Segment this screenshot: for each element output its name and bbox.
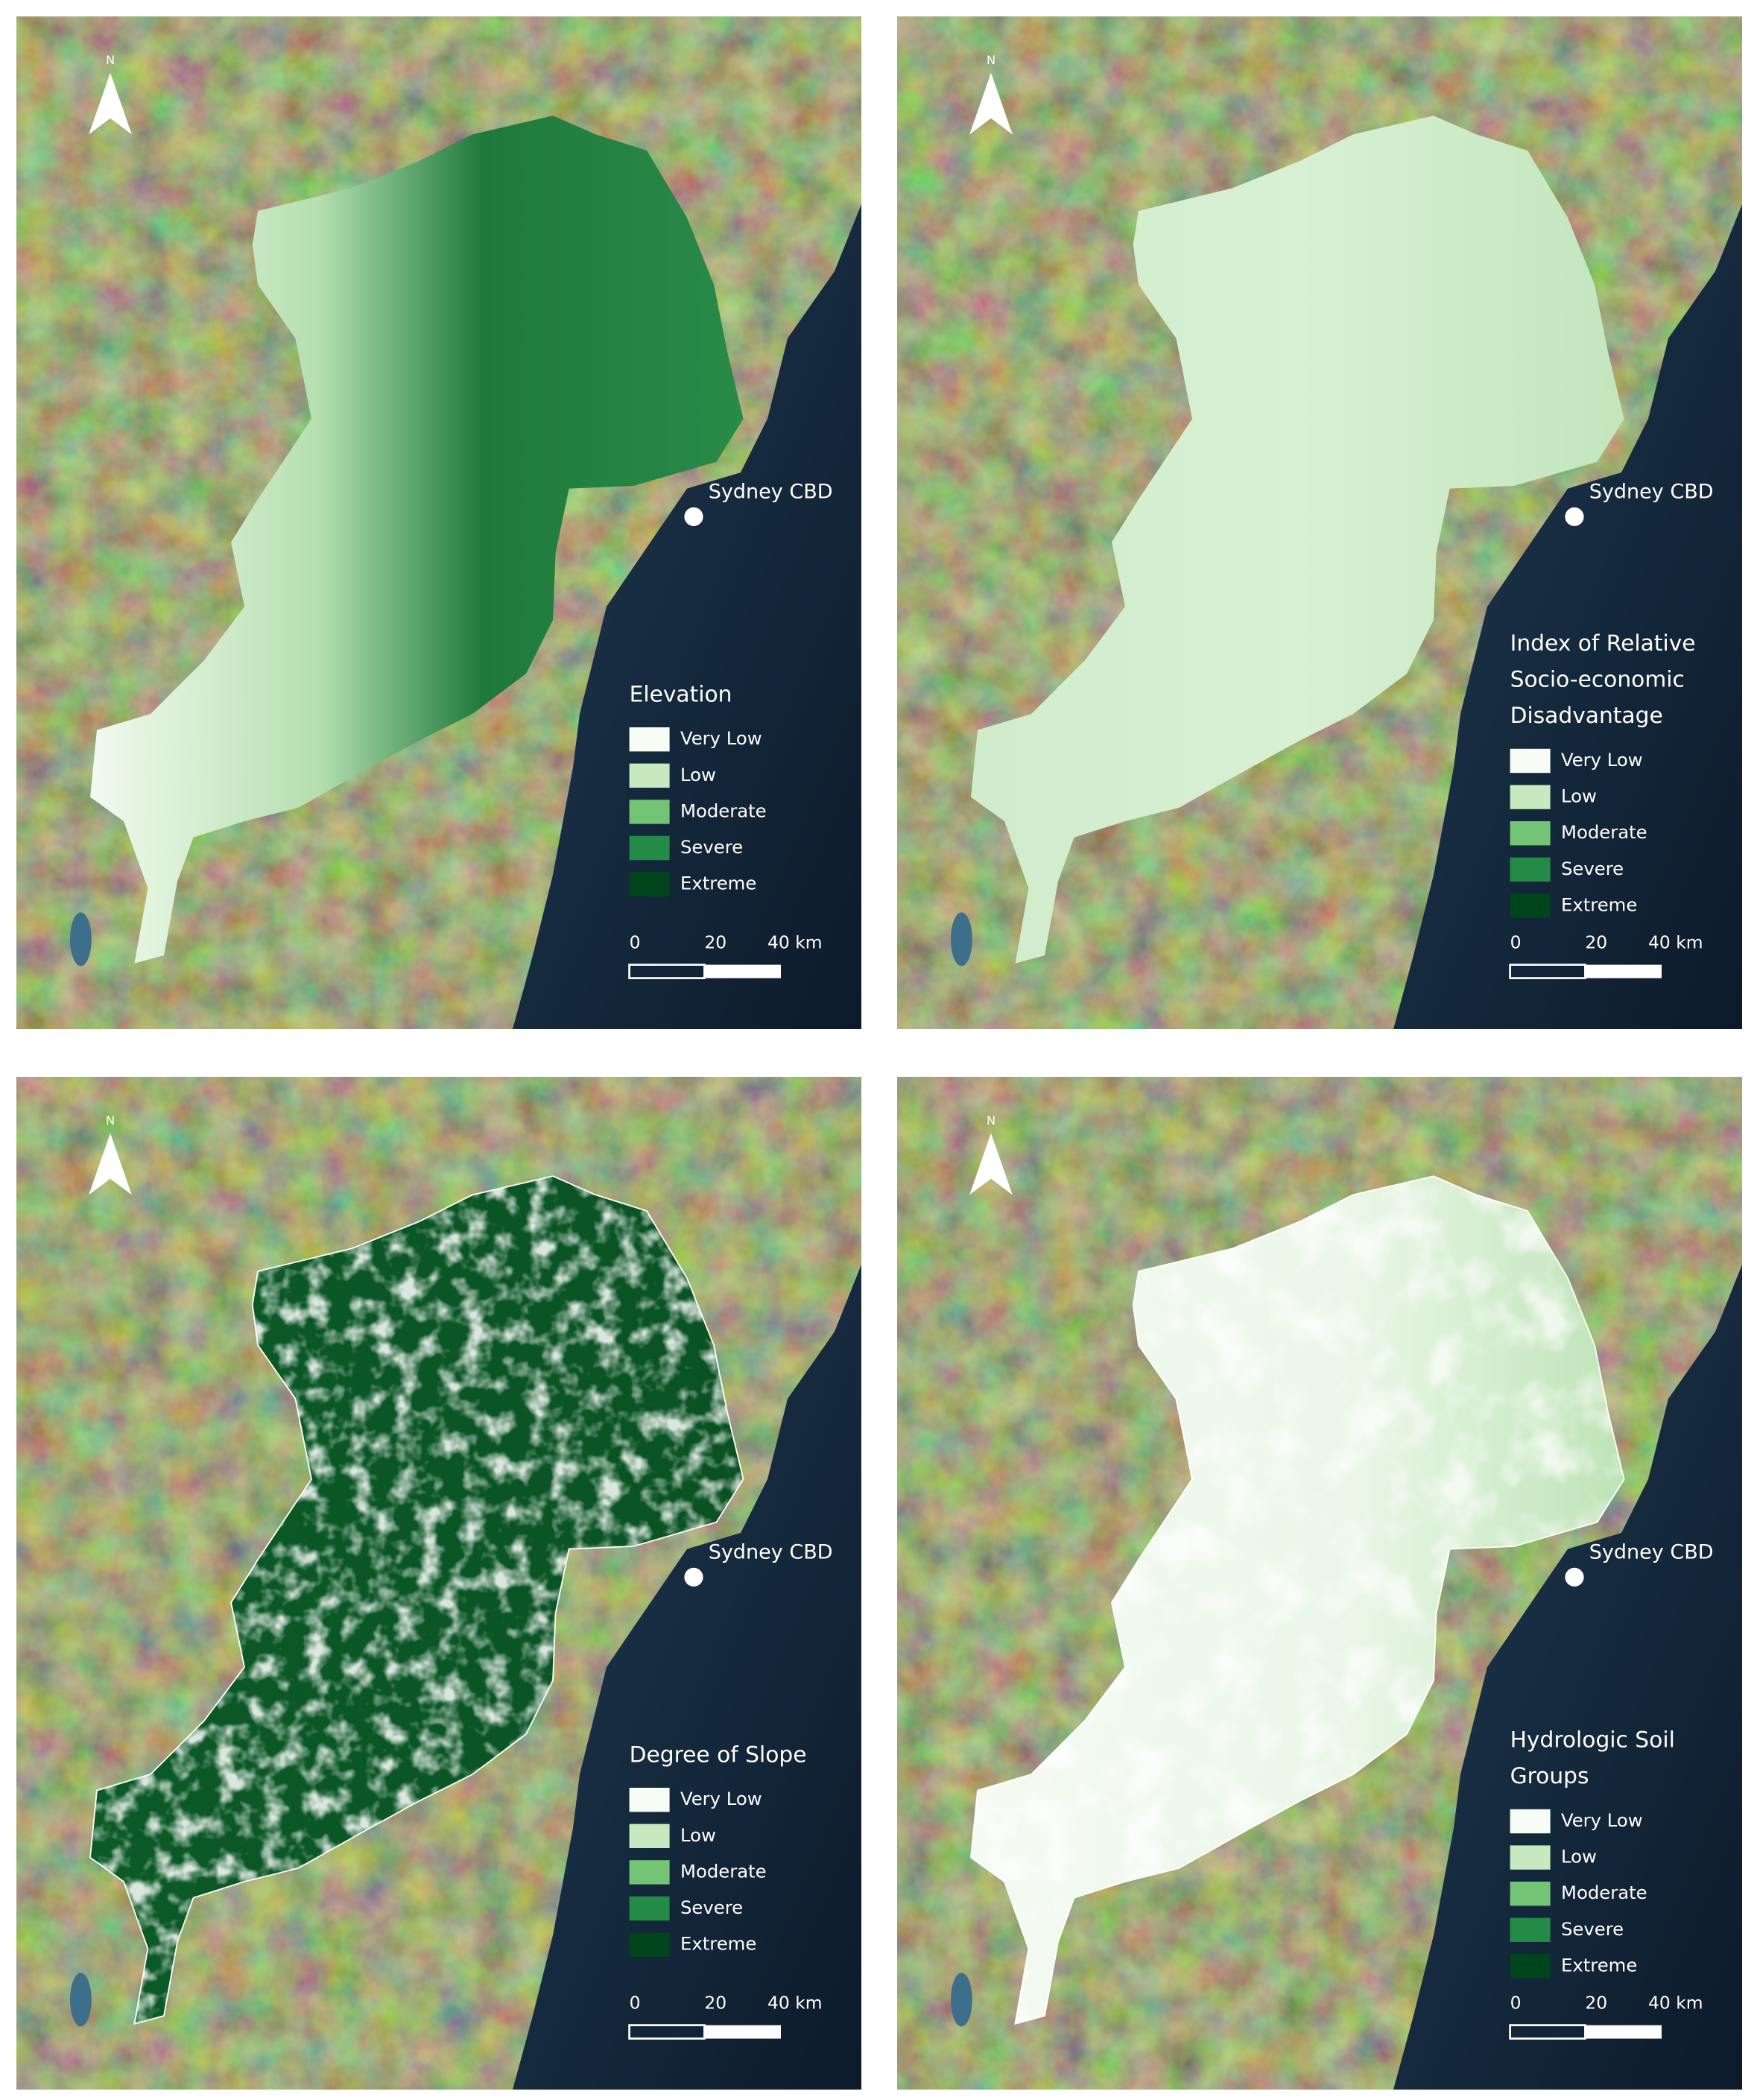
scale-label: 40 km [767,1992,823,2013]
city-label: Sydney CBD [1589,1541,1714,1564]
legend-swatch [1510,857,1551,882]
legend-swatch [629,727,670,752]
legend-swatch [1510,1917,1551,1942]
legend-swatch [1510,821,1551,846]
legend-swatch [629,1824,670,1848]
legend-label: Very Low [680,1788,762,1809]
lake [951,1973,972,2027]
legend-label: Moderate [1561,821,1647,843]
legend-label: Severe [1561,1918,1624,1940]
lake [70,912,92,967]
legend-title: Degree of Slope [630,1742,807,1768]
scale-bar [1509,2024,1586,2040]
legend-swatch [629,872,670,896]
scale-label: 40 km [1648,1992,1703,2013]
north-arrow [89,72,132,135]
ocean [1393,204,1742,1029]
ocean [513,204,861,1029]
legend-title: Groups [1510,1763,1589,1789]
legend-label: Severe [680,836,743,858]
city-marker [684,507,703,526]
legend-label: Low [680,1824,716,1846]
scale-label: 0 [630,932,641,952]
legend-label: Extreme [1561,894,1637,915]
scale-label: 20 [704,932,726,952]
legend-swatch [1510,748,1551,774]
scale-bar [1585,964,1662,978]
legend-label: Severe [1561,858,1624,879]
legend-swatch [1510,1954,1551,1979]
city-label: Sydney CBD [709,481,833,504]
legend-label: Moderate [680,1860,767,1882]
city-marker [684,1567,703,1587]
legend-swatch [1510,1845,1551,1870]
legend-swatch [629,1788,670,1812]
city-label: Sydney CBD [1589,481,1714,504]
lake [951,912,972,967]
legend-label: Very Low [1561,749,1643,771]
legend-swatch [1510,894,1551,918]
legend-swatch [1510,785,1551,809]
legend-swatch [1510,1882,1551,1906]
legend-title: Disadvantage [1510,703,1663,729]
catchment-area [90,116,744,964]
legend-title: Socio-economic [1510,667,1685,693]
ocean [1393,1265,1742,2090]
legend-label: Extreme [680,873,756,894]
legend-label: Very Low [680,727,762,749]
legend-label: Very Low [1561,1809,1643,1831]
north-arrow [89,1133,132,1195]
legend-swatch [629,800,670,824]
legend-title: Elevation [630,681,732,707]
scale-bar [1585,2025,1662,2039]
legend-swatch [629,1932,670,1957]
map-panel: N Sydney CBD Index of Relative Socio-econom… [897,16,1742,1029]
legend-label: Extreme [1561,1954,1637,1976]
scale-label: 0 [1510,932,1522,952]
legend-title: Hydrologic Soil [1510,1727,1675,1753]
legend-label: Low [1561,785,1597,807]
legend-swatch [629,1860,670,1885]
map-panel: N Sydney CBD Elevation Very Low Low Moderate S… [16,16,861,1029]
legend-label: Moderate [680,800,767,821]
city-label: Sydney CBD [709,1541,833,1564]
lake [70,1973,92,2027]
legend-label: Moderate [1561,1882,1647,1903]
scale-label: 0 [630,1992,641,2013]
scale-bar [1509,964,1586,979]
north-arrow [969,72,1013,135]
legend-title: Index of Relative [1510,630,1696,657]
map-panel: N Sydney CBD Hydrologic Soil Groups Very Low… [897,1077,1742,2090]
legend-swatch [1510,1809,1551,1834]
north-label: N [106,53,115,67]
catchment-area [971,116,1624,964]
scale-label: 20 [704,1992,726,2013]
legend-label: Low [680,764,716,785]
scale-label: 0 [1510,1992,1522,2013]
scale-bar [704,964,781,978]
legend-swatch [629,1896,670,1921]
legend-swatch [629,835,670,861]
north-arrow [969,1133,1013,1195]
city-marker [1565,507,1584,526]
scale-label: 40 km [1648,932,1703,952]
scale-label: 20 [1585,932,1607,952]
north-label: N [987,1113,995,1128]
legend-swatch [629,763,670,788]
scale-bar [704,2025,781,2039]
scale-label: 40 km [767,932,823,952]
north-label: N [987,53,995,67]
north-label: N [106,1113,115,1128]
scale-label: 20 [1585,1992,1607,2013]
map-panel: N Sydney CBD Degree of Slope Very Low Low Mod… [16,1077,861,2090]
city-marker [1565,1567,1584,1587]
legend-label: Extreme [680,1933,756,1955]
legend-label: Severe [680,1897,743,1918]
legend-label: Low [1561,1846,1597,1867]
ocean [513,1265,861,2090]
